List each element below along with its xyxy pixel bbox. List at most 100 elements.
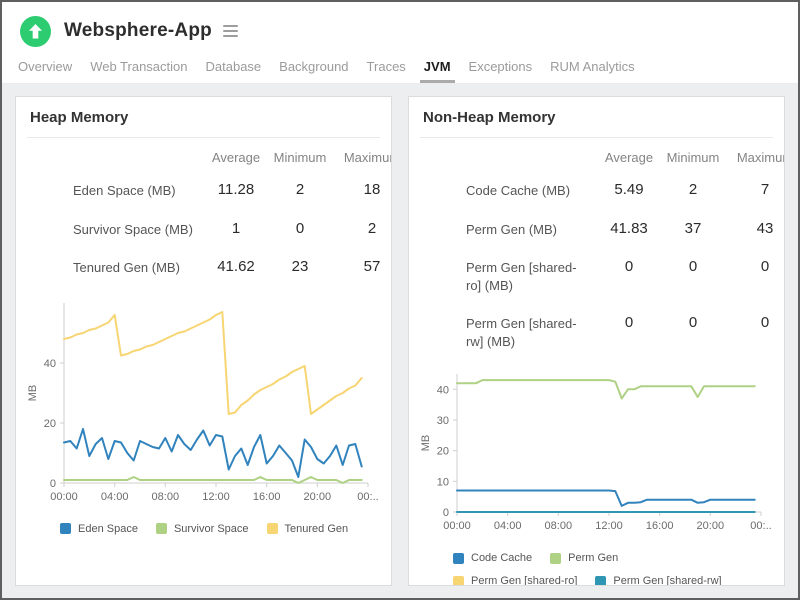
column-header-average: Average [604, 150, 654, 165]
svg-text:16:00: 16:00 [646, 520, 674, 532]
metric-value-maximum: 18 [363, 181, 381, 198]
app-header: Websphere-App [2, 2, 798, 54]
metric-value-average: 11.28 [217, 181, 255, 198]
metric-value-maximum: 0 [760, 314, 770, 332]
metric-header-blank [409, 140, 597, 167]
non-heap-table-head: Average Minimum Maximum [409, 140, 784, 167]
content-area: Heap Memory Average Minimum Maximum Eden S… [2, 84, 798, 598]
svg-text:30: 30 [437, 415, 449, 427]
column-header-minimum: Minimum [666, 150, 720, 165]
metric-value-minimum: 0 [688, 314, 698, 332]
metric-label: Code Cache (MB) [466, 183, 571, 198]
legend-swatch-perm-gen [550, 552, 562, 564]
tab-overview[interactable]: Overview [18, 59, 73, 74]
svg-text:MB: MB [420, 435, 432, 452]
legend-item-perm-gen[interactable]: Perm Gen [550, 552, 618, 564]
heap-panel-header: Heap Memory [27, 97, 380, 138]
metric-label: Tenured Gen (MB) [73, 260, 180, 276]
heap-table-head: Average Minimum Maximum [16, 140, 391, 167]
tab-web-transaction[interactable]: Web Transaction [90, 59, 188, 74]
svg-text:20:00: 20:00 [697, 520, 725, 532]
metric-value-minimum: 23 [291, 258, 309, 276]
non-heap-memory-chart[interactable]: 0 10 20 30 40 00:00 04:00 08:00 12:00 16:00 20:00 0… [413, 364, 777, 542]
tab-background[interactable]: Background [279, 59, 349, 74]
metric-row-code-cache-mb: Code Cache (MB) 5.49 2 7 [409, 167, 784, 206]
metric-label: Survivor Space (MB) [73, 221, 193, 237]
non-heap-panel-header: Non-Heap Memory [420, 97, 773, 138]
metric-label: Eden Space (MB) [73, 183, 176, 198]
svg-text:16:00: 16:00 [253, 491, 281, 503]
column-header-maximum: Maximum [736, 150, 784, 165]
metric-row-perm-gen-shared-ro-mb: Perm Gen [shared-ro] (MB) 0 0 0 [409, 244, 784, 300]
series-survivor-space [63, 475, 363, 484]
non-heap-metrics-table: Average Minimum Maximum Code Cache (MB) 5.4… [409, 140, 784, 356]
svg-text:0: 0 [443, 507, 449, 519]
metric-value-maximum: 7 [760, 181, 770, 198]
metric-value-minimum: 2 [295, 181, 305, 198]
tab-traces[interactable]: Traces [366, 59, 406, 74]
legend-item-survivor-space[interactable]: Survivor Space [155, 522, 249, 535]
svg-text:12:00: 12:00 [202, 491, 230, 503]
metric-label: Perm Gen [shared-ro] (MB) [466, 260, 577, 293]
svg-text:12:00: 12:00 [595, 520, 623, 532]
metric-row-tenured-gen-mb: Tenured Gen (MB) 41.62 23 57 [16, 244, 391, 283]
tab-exceptions[interactable]: Exceptions [468, 59, 533, 74]
svg-text:40: 40 [44, 358, 56, 370]
metric-value-average: 0 [624, 314, 634, 332]
svg-text:40: 40 [437, 385, 449, 397]
tab-jvm[interactable]: JVM [415, 53, 460, 83]
legend-swatch-survivor-space [155, 523, 167, 535]
svg-text:04:00: 04:00 [101, 491, 129, 503]
legend-item-code-cache[interactable]: Code Cache [453, 552, 532, 564]
column-header-maximum: Maximum [343, 150, 391, 165]
non-heap-memory-panel: Non-Heap Memory Average Minimum Maximum Co… [408, 96, 785, 586]
metric-value-average: 0 [624, 258, 634, 276]
svg-text:00:..: 00:.. [750, 520, 771, 532]
legend-item-perm-gen-shared-ro[interactable]: Perm Gen [shared-ro] [453, 575, 577, 585]
metric-value-maximum: 57 [363, 258, 381, 276]
heap-chart-legend: Eden Space Survivor Space Tenured Gen [60, 523, 391, 535]
status-up-icon-svg [20, 15, 51, 47]
metric-header-blank [16, 140, 204, 167]
legend-swatch-perm-gen-shared-ro [453, 575, 464, 585]
legend-label: Eden Space [78, 522, 138, 535]
metric-value-minimum: 37 [684, 219, 702, 237]
legend-label: Tenured Gen [284, 522, 349, 535]
legend-label: Perm Gen [shared-rw] [613, 575, 722, 586]
metric-row-perm-gen-mb: Perm Gen (MB) 41.83 37 43 [409, 206, 784, 245]
legend-item-tenured-gen[interactable]: Tenured Gen [266, 522, 349, 535]
metric-value-maximum: 43 [756, 219, 774, 237]
legend-label: Perm Gen [568, 552, 619, 565]
tab-database[interactable]: Database [205, 59, 262, 74]
legend-label: Code Cache [471, 552, 533, 565]
legend-item-eden-space[interactable]: Eden Space [60, 523, 138, 535]
svg-text:20:00: 20:00 [304, 491, 332, 503]
app-title: Websphere-App [64, 20, 212, 41]
svg-text:04:00: 04:00 [494, 520, 522, 532]
legend-label: Survivor Space [173, 522, 249, 535]
non-heap-table-body: Code Cache (MB) 5.49 2 7 Perm Gen (MB) 41.83 3… [409, 167, 784, 356]
hamburger-menu-icon[interactable] [219, 20, 242, 42]
metric-value-minimum: 0 [688, 258, 698, 276]
metric-value-average: 5.49 [614, 181, 644, 198]
heap-table-body: Eden Space (MB) 11.28 2 18 Survivor Space (M… [16, 167, 391, 283]
svg-text:20: 20 [44, 418, 56, 430]
svg-text:0: 0 [50, 478, 56, 490]
heap-memory-chart[interactable]: 0 20 40 00:00 04:00 08:00 12:00 16:00 20:00 00:..… [20, 291, 384, 513]
legend-item-perm-gen-shared-rw[interactable]: Perm Gen [shared-rw] [595, 575, 722, 586]
metric-label: Perm Gen [shared-rw] (MB) [466, 316, 577, 349]
legend-swatch-perm-gen-shared-rw [595, 575, 607, 585]
metric-row-survivor-space-mb: Survivor Space (MB) 1 0 2 [16, 206, 391, 245]
series-perm-gen [456, 379, 756, 400]
metric-value-average: 1 [231, 219, 241, 237]
heap-panel-title: Heap Memory [30, 109, 129, 126]
non-heap-chart-legend: Code Cache Perm Gen Perm Gen [shared-ro] Pe… [453, 552, 753, 586]
metric-value-average: 41.83 [610, 219, 648, 237]
svg-text:00:00: 00:00 [443, 520, 471, 532]
svg-text:00:..: 00:.. [357, 491, 378, 503]
tab-rum-analytics[interactable]: RUM Analytics [550, 59, 635, 74]
heap-memory-panel: Heap Memory Average Minimum Maximum Eden S… [15, 96, 392, 586]
svg-text:00:00: 00:00 [50, 491, 78, 503]
svg-text:MB: MB [27, 384, 39, 401]
